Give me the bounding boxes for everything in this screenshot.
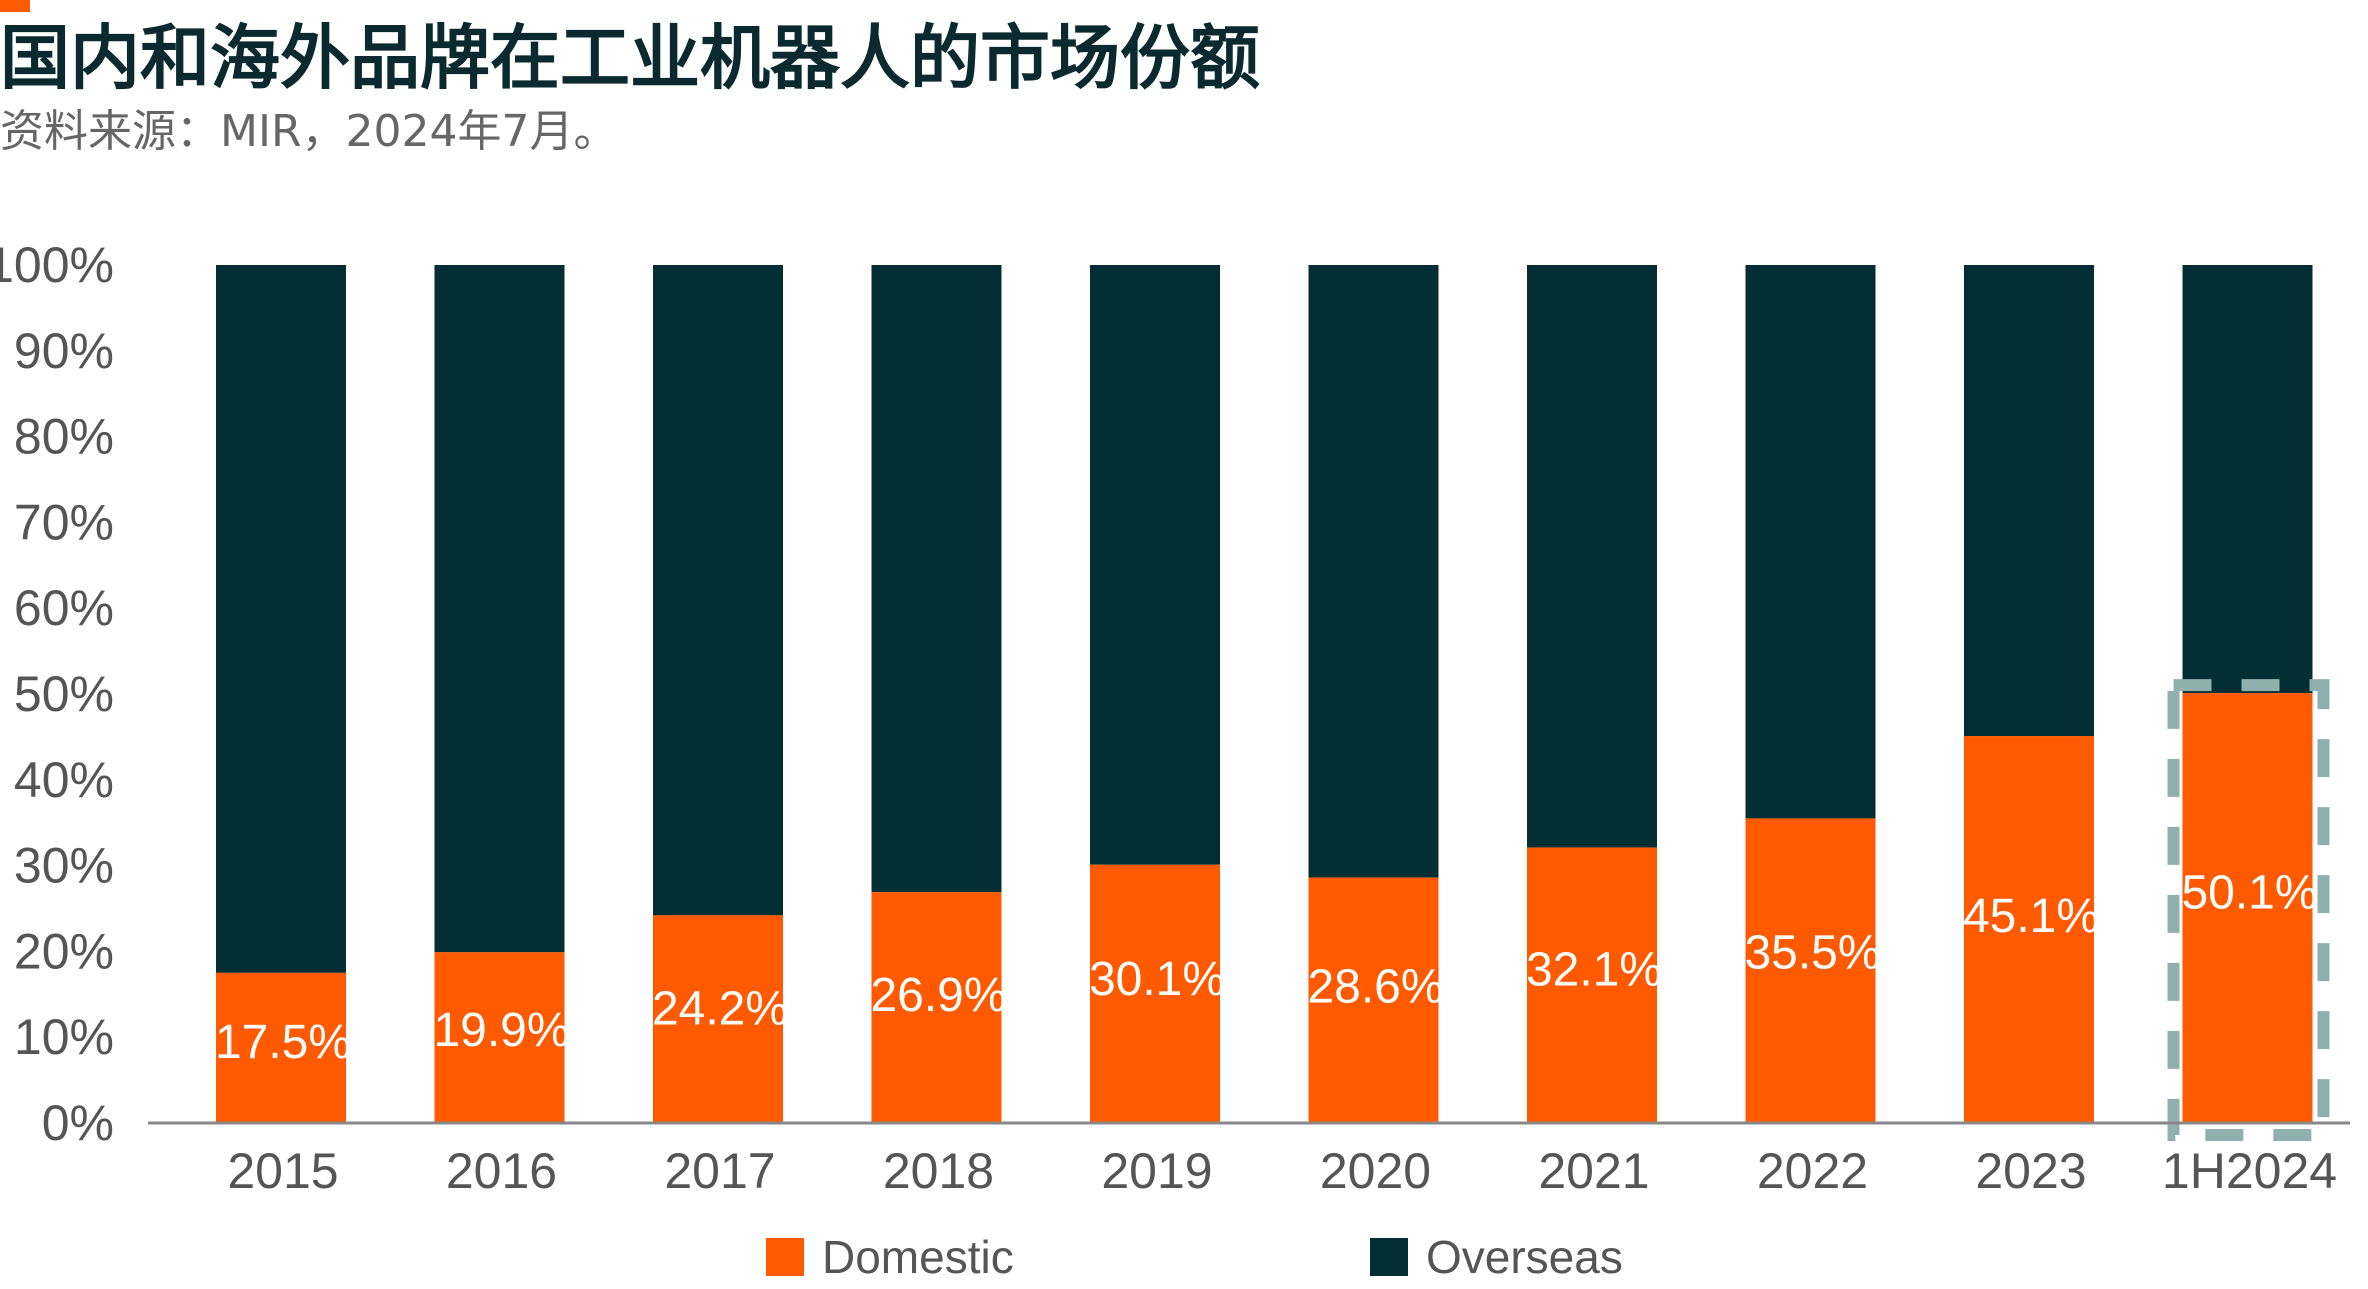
y-axis-tick-labels: 0% 10% 20% 30% 40% 50% 60% 70% 80% 90% 100% <box>0 237 114 1151</box>
highlight-frame-layer <box>2167 679 2330 1142</box>
data-label-domestic: 32.1% <box>1526 943 1662 996</box>
bar-domestic <box>1090 864 1220 1123</box>
y-tick-label: 10% <box>14 1009 114 1065</box>
legend-item-overseas: Overseas <box>1370 1231 1623 1283</box>
data-label-domestic: 30.1% <box>1089 953 1225 1006</box>
data-label-domestic: 45.1% <box>1963 890 2099 943</box>
legend-label-domestic: Domestic <box>822 1231 1014 1283</box>
bar-domestic <box>1308 877 1439 1123</box>
x-tick-label: 2020 <box>1320 1143 1431 1199</box>
legend-item-domestic: Domestic <box>766 1231 1014 1283</box>
bar-domestic <box>216 972 346 1123</box>
legend-swatch-domestic <box>766 1238 804 1276</box>
data-label-domestic: 50.1% <box>2181 867 2317 920</box>
legend-swatch-overseas <box>1370 1238 1408 1276</box>
x-tick-label: 2023 <box>1975 1143 2086 1199</box>
x-tick-label: 2018 <box>883 1143 994 1199</box>
x-tick-label: 2015 <box>227 1143 338 1199</box>
x-tick-label: 2021 <box>1538 1143 1649 1199</box>
x-tick-label: 2016 <box>446 1143 557 1199</box>
x-tick-label: 1H2024 <box>2162 1143 2337 1199</box>
data-label-domestic: 35.5% <box>1744 926 1880 979</box>
data-label-layer: 17.5% 19.9% 24.2% 26.9% 30.1% 28.6% 32.1% 35.5%… <box>215 867 2318 1069</box>
x-tick-label: 2019 <box>1101 1143 1212 1199</box>
y-tick-label: 40% <box>14 752 114 808</box>
bar-overseas <box>434 265 565 953</box>
bar-overseas <box>2182 265 2313 694</box>
bar-domestic <box>1745 818 1876 1123</box>
y-tick-label: 30% <box>14 838 114 894</box>
bar-overseas <box>1090 265 1220 865</box>
chart-source-note: 资料来源：MIR，2024年7月。 <box>0 106 618 157</box>
bar-overseas <box>1527 265 1657 848</box>
y-tick-label: 20% <box>14 923 114 979</box>
bar-domestic <box>1964 736 2094 1123</box>
bar-group <box>216 265 2313 1123</box>
bar-domestic <box>1527 847 1657 1123</box>
market-share-bar-chart: 0%10%20%30%40%50%60%70%80%90%100% 17.5% 1… <box>0 237 2350 1199</box>
x-tick-label: 2022 <box>1757 1143 1868 1199</box>
y-tick-label: 0% <box>42 1095 114 1151</box>
bar-overseas <box>1308 265 1439 878</box>
y-tick-label: 70% <box>14 494 114 550</box>
y-tick-label: 50% <box>14 666 114 722</box>
bar-domestic <box>434 952 565 1123</box>
data-label-domestic: 24.2% <box>652 983 788 1036</box>
bar-overseas <box>216 265 346 973</box>
y-tick-label: 60% <box>14 580 114 636</box>
x-axis-tick-labels: 2015 2016 2017 2018 2019 2020 2021 2022 2023 1H20… <box>227 1143 2337 1199</box>
chart-title: 国内和海外品牌在工业机器人的市场份额 <box>0 17 1260 99</box>
bar-overseas <box>653 265 783 916</box>
bar-overseas <box>871 265 1002 893</box>
bar-domestic <box>653 915 783 1123</box>
legend-label-overseas: Overseas <box>1426 1231 1623 1283</box>
bar-overseas <box>1964 265 2094 737</box>
y-tick-label: 80% <box>14 409 114 465</box>
highlight-dashed-frame <box>2167 679 2330 1142</box>
bar-domestic <box>871 892 1002 1123</box>
data-label-domestic: 26.9% <box>870 969 1006 1022</box>
title-accent-mark <box>0 0 30 12</box>
data-label-domestic: 19.9% <box>433 1004 569 1057</box>
y-tick-label: 90% <box>14 323 114 379</box>
bar-domestic <box>2182 693 2313 1123</box>
data-label-domestic: 28.6% <box>1307 961 1443 1014</box>
y-tick-label: 100% <box>0 237 114 293</box>
x-tick-label: 2017 <box>664 1143 775 1199</box>
data-label-domestic: 17.5% <box>215 1016 351 1069</box>
bar-overseas <box>1745 265 1876 819</box>
